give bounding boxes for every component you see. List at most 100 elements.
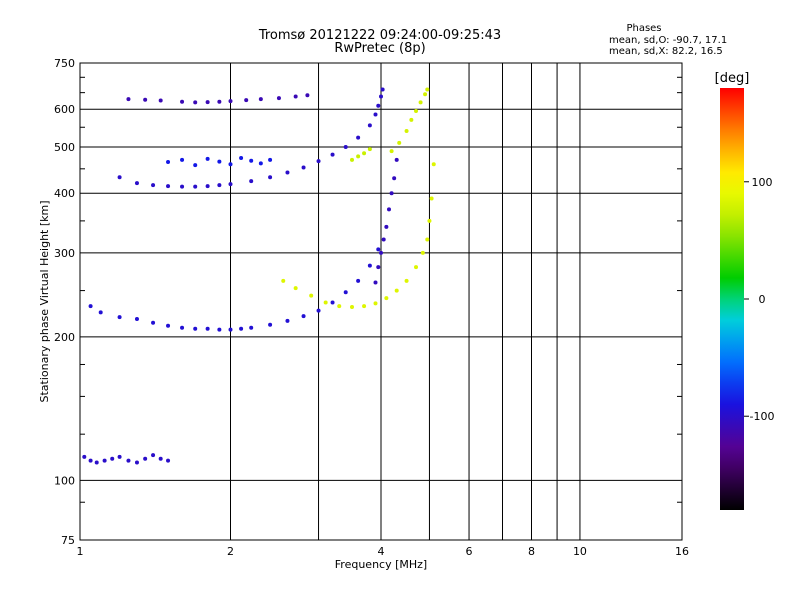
trace-point-o [217,99,222,104]
trace-point-o [166,323,171,328]
y-tick-label: 600 [54,103,75,116]
phases-heading: Phases [626,23,661,34]
trace-point-x [418,100,423,105]
trace-point-x [427,218,432,223]
y-tick-label: 300 [54,247,75,260]
trace-point-x [384,296,389,301]
trace-point-o [379,250,383,255]
trace-point-o [180,99,185,104]
trace-point-o [205,184,210,189]
trace-point-o [193,326,198,331]
y-tick-label: 75 [61,534,75,547]
trace-point-o [158,98,163,103]
trace-point-o [98,310,103,315]
x-tick-label: 8 [528,545,535,558]
trace-point-o [94,460,99,465]
trace-point-o [330,300,335,305]
trace-point-o [117,454,122,459]
trace-point-o [268,322,273,327]
trace-point-o [376,247,381,252]
trace-point-o [392,176,397,181]
trace-point-o [376,265,381,270]
trace-point-o [117,175,122,180]
trace-point-x [414,108,419,113]
y-tick-label: 100 [54,474,75,487]
trace-point-o [143,456,148,461]
trace-point-o [180,184,185,189]
trace-point-o [316,308,321,313]
trace-point-o [228,182,233,187]
trace-point-o [126,458,131,463]
trace-point-x [431,162,436,167]
trace-point-o [316,159,321,164]
trace-point-o [379,94,383,99]
trace-point-o [258,161,263,166]
trace-point-o [151,320,156,325]
y-tick-label: 750 [54,57,75,70]
trace-point-o [143,97,148,102]
trace-point-x [409,117,414,122]
trace-point-o [228,99,233,104]
trace-point-x [394,288,399,293]
trace-point-o [166,458,171,463]
trace-point-o [367,123,372,128]
trace-point-o [82,454,87,459]
trace-point-o [301,165,306,170]
trace-point-o [134,316,139,321]
trace-point-o [249,179,254,184]
trace-point-x [309,293,314,298]
chart-subtitle: RwPretec (8p) [334,41,425,56]
colorbar-tick-label: -100 [750,410,775,423]
trace-point-o [249,158,254,163]
trace-point-o [268,157,273,162]
trace-point-o [367,263,372,268]
trace-point-x [373,301,378,306]
trace-point-x [425,237,430,242]
trace-point-o [193,163,198,168]
trace-point-o [305,93,310,98]
trace-point-o [88,304,93,309]
trace-point-o [343,144,348,149]
trace-point-o [228,162,233,167]
trace-point-o [117,315,122,320]
trace-point-x [362,304,367,309]
trace-point-o [102,458,107,463]
trace-point-o [205,100,210,105]
trace-point-x [420,250,425,255]
trace-point-x [350,157,355,162]
trace-point-o [330,152,335,157]
trace-point-o [239,156,244,161]
x-tick-label: 1 [77,545,84,558]
trace-point-o [285,170,290,175]
phase-colorbar: [deg] 100 0 -100 [715,71,775,510]
trace-point-x [293,286,298,291]
trace-point-o [380,87,385,92]
trace-point-x [356,154,361,159]
y-tick-label: 200 [54,331,75,344]
phases-x-stats: mean, sd,X: 82.2, 16.5 [609,46,723,57]
trace-point-o [285,318,290,323]
trace-point-o [88,458,93,463]
trace-point-x [337,304,342,309]
trace-point-o [301,314,306,319]
trace-point-o [249,325,254,330]
x-tick-label: 4 [378,545,385,558]
trace-point-x [423,92,428,97]
trace-point-x [323,300,328,305]
trace-point-o [394,157,399,162]
trace-point-x [389,149,394,154]
x-tick-label: 2 [227,545,234,558]
trace-point-o [193,100,198,105]
trace-point-o [166,160,171,165]
trace-point-o [151,183,156,188]
trace-point-o [180,325,185,330]
trace-point-o [293,94,298,99]
trace-point-x [350,304,355,309]
trace-point-o [217,327,222,332]
trace-point-o [134,460,139,465]
trace-point-x [429,196,434,201]
trace-point-o [343,290,348,295]
x-tick-label: 16 [675,545,689,558]
trace-point-o [205,326,210,331]
